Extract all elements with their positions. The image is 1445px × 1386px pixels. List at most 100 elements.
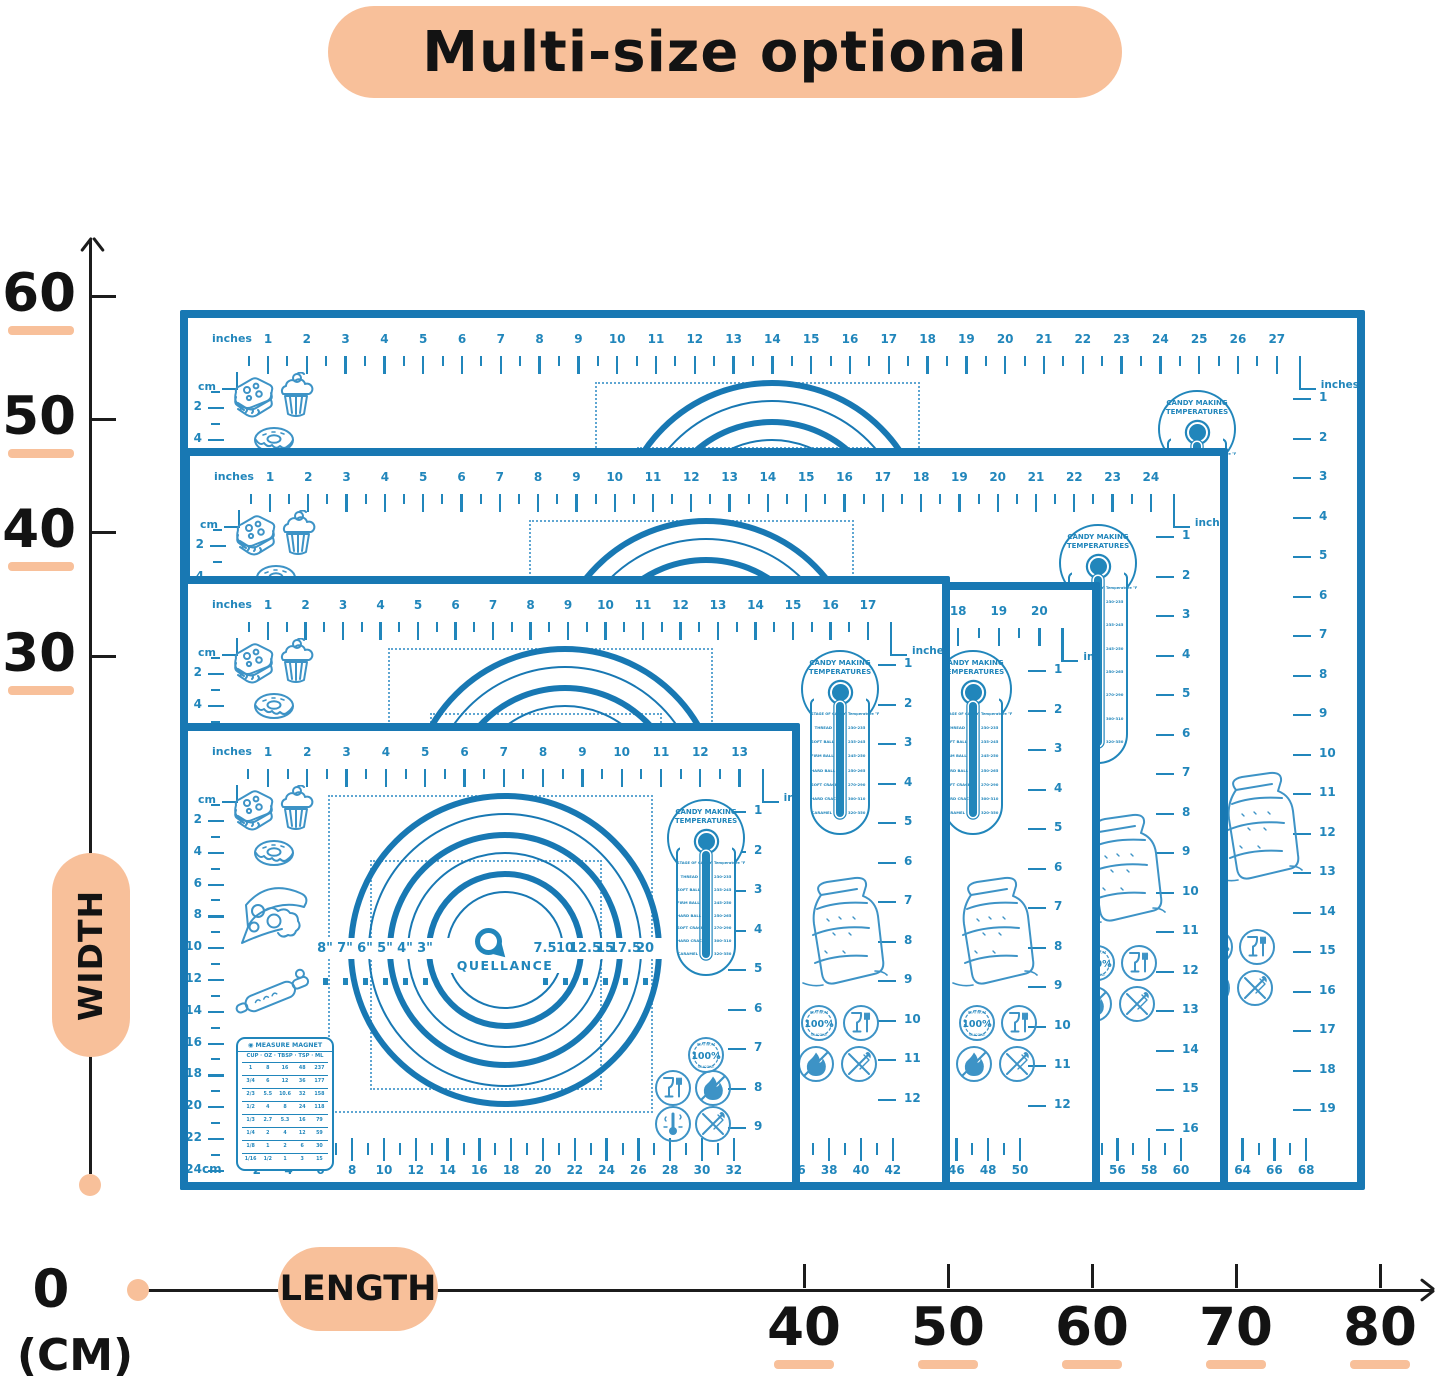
top-ruler-number: 8 xyxy=(533,470,543,484)
top-ruler-half-tick xyxy=(1217,356,1220,366)
candy-chart-col-header: Temperature °F xyxy=(714,861,746,865)
candy-chart-title: TEMPERATURES xyxy=(808,668,872,676)
top-ruler-tick xyxy=(738,769,741,787)
measure-magnet-cell: 79 xyxy=(316,1118,323,1123)
right-ruler-number: 8 xyxy=(1182,804,1191,819)
circle-diameter-label: 7" xyxy=(337,941,353,956)
top-ruler-tick xyxy=(575,494,578,512)
left-ruler-minor-dash xyxy=(211,688,220,691)
svg-text:SILICONE: SILICONE xyxy=(811,1033,828,1037)
top-ruler-number: 11 xyxy=(644,470,662,484)
top-ruler-number: 10 xyxy=(606,470,624,484)
right-ruler-number: 11 xyxy=(1182,923,1199,937)
right-ruler-dash xyxy=(1028,867,1046,870)
top-ruler-number: 3 xyxy=(341,332,350,346)
side-ruler-corner xyxy=(222,388,238,391)
candy-temp-value: 235-245 xyxy=(848,739,866,745)
right-ruler-number: 7 xyxy=(1319,627,1328,641)
right-ruler-number: 3 xyxy=(1054,741,1063,755)
top-ruler-number: 15 xyxy=(784,598,802,612)
right-ruler-dash xyxy=(878,664,896,667)
measure-magnet-cell: 12 xyxy=(281,1079,289,1084)
cupcake-art xyxy=(276,637,316,686)
measure-magnet-cell: 2.7 xyxy=(263,1118,273,1123)
top-ruler-half-tick xyxy=(325,356,328,366)
top-ruler-number: 1 xyxy=(263,598,273,612)
top-ruler-number: 2 xyxy=(302,332,311,346)
cupcake-art xyxy=(278,509,318,558)
top-ruler-number: 16 xyxy=(841,332,859,346)
left-ruler-dash xyxy=(208,851,224,855)
candy-temp-value: 235-245 xyxy=(714,886,732,892)
circle-stub-tick xyxy=(422,978,428,985)
right-ruler-number: 4 xyxy=(1054,780,1063,795)
candy-temp-value: 235-245 xyxy=(1106,622,1124,628)
top-ruler-number: 3 xyxy=(342,470,351,484)
circle-label-band xyxy=(313,938,697,959)
measure-magnet-row: 1/3 2.7 5.3 16 79 xyxy=(242,1114,328,1127)
right-ruler-dash xyxy=(1293,437,1311,440)
right-ruler-number: 2 xyxy=(754,842,763,857)
left-ruler-number: 22 xyxy=(185,1129,202,1144)
bottom-ruler-minor-tick xyxy=(398,1143,401,1155)
top-ruler-number: 5 xyxy=(419,470,428,484)
measure-magnet-cell: 36 xyxy=(298,1079,306,1084)
left-ruler-number: 4 xyxy=(193,843,202,858)
right-ruler-number: 5 xyxy=(754,961,763,975)
right-ruler-number: 4 xyxy=(1182,646,1191,661)
bottom-ruler-tick xyxy=(955,1138,958,1161)
right-ruler-number: 11 xyxy=(1319,785,1336,799)
length-tick-60 xyxy=(1090,1264,1094,1288)
top-ruler-number: 11 xyxy=(647,332,665,346)
top-ruler-half-tick xyxy=(561,769,564,779)
top-ruler-number: 9 xyxy=(578,745,587,759)
top-ruler-half-tick xyxy=(679,769,682,779)
left-ruler-minor-dash xyxy=(211,720,220,723)
svg-text:SILICONE: SILICONE xyxy=(969,1033,986,1037)
top-ruler-half-tick xyxy=(517,494,520,504)
right-ruler-dash xyxy=(878,782,896,785)
top-ruler-number: 16 xyxy=(822,598,839,612)
right-ruler-dash xyxy=(878,1059,896,1062)
right-ruler-dash xyxy=(1293,714,1311,717)
circle-stub-tick xyxy=(382,978,388,985)
right-ruler-dash xyxy=(1293,674,1311,677)
right-ruler-dash xyxy=(878,1098,896,1101)
candy-chart-title: CANDY MAKING xyxy=(809,659,871,667)
bottom-ruler-minor-tick xyxy=(875,1143,878,1155)
bottom-ruler-tick xyxy=(541,1138,545,1161)
top-ruler-half-tick xyxy=(585,622,588,632)
top-ruler-tick xyxy=(498,494,501,512)
top-ruler-half-tick xyxy=(479,494,482,504)
heat-resistant-flame-icon xyxy=(955,1045,993,1083)
length-tick-label: 40 xyxy=(767,1297,841,1358)
top-ruler-corner xyxy=(761,769,764,803)
top-ruler-half-tick xyxy=(601,769,604,779)
left-ruler-minor-dash xyxy=(211,963,220,965)
candy-temp-value: 250-265 xyxy=(1106,669,1124,674)
right-ruler-number: 10 xyxy=(904,1011,921,1026)
measure-magnet-cell: 177 xyxy=(314,1079,325,1084)
left-ruler-number: 24 xyxy=(185,1161,202,1176)
top-ruler-number: 11 xyxy=(634,598,652,612)
top-ruler-half-tick xyxy=(364,356,366,366)
right-ruler-number: 6 xyxy=(1054,859,1063,874)
top-ruler-number: 22 xyxy=(1065,470,1083,484)
top-ruler-half-tick xyxy=(594,494,597,504)
measure-magnet-cell: 5.5 xyxy=(263,1092,273,1097)
measure-magnet-cell: 4 xyxy=(283,1131,287,1136)
top-ruler-half-tick xyxy=(402,356,405,366)
top-ruler-half-tick xyxy=(635,356,638,366)
right-ruler-dash xyxy=(1293,1069,1311,1072)
svg-text:100%: 100% xyxy=(962,1019,992,1030)
candy-stage-label: FIRM BALL xyxy=(677,899,700,905)
left-ruler-number: 12 xyxy=(185,970,202,985)
measure-magnet-cell: 1/3 xyxy=(246,1118,255,1123)
width-tick-label: 30 xyxy=(2,623,76,684)
left-ruler-minor-dash xyxy=(211,1153,220,1156)
candy-temp-value: 320-350 xyxy=(714,951,732,956)
candy-temp-value: 270-290 xyxy=(1106,692,1124,698)
top-ruler-number: 5 xyxy=(413,598,423,612)
left-ruler-dash xyxy=(208,672,224,676)
